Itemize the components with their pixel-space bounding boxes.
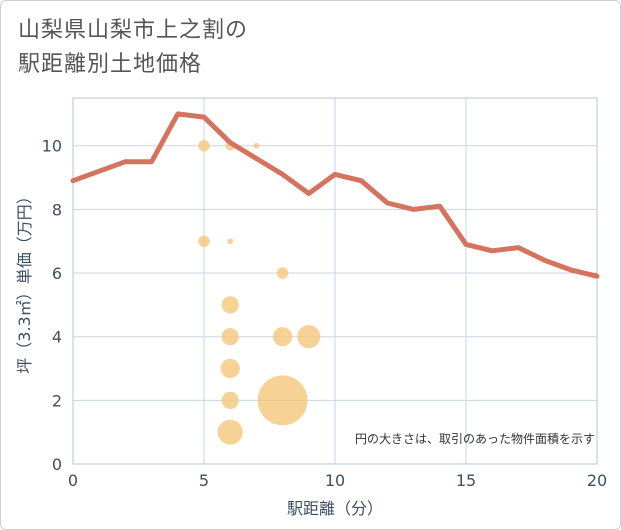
title-line-2: 駅距離別土地価格	[18, 52, 203, 77]
transaction-bubble	[217, 419, 243, 445]
y-tick-label: 2	[52, 391, 62, 410]
y-tick-label: 4	[52, 328, 62, 347]
x-axis-label: 駅距離（分）	[287, 499, 383, 518]
transaction-bubble	[257, 375, 308, 426]
transaction-bubble	[220, 358, 240, 379]
x-tick-label: 15	[456, 471, 476, 490]
x-tick-label: 0	[68, 471, 78, 490]
scatter-points	[198, 139, 321, 445]
y-tick-label: 6	[52, 264, 62, 283]
transaction-bubble	[198, 235, 210, 247]
average-price-line	[70, 111, 600, 279]
transaction-bubble	[273, 327, 293, 347]
chart-title: 山梨県山梨市上之割の 駅距離別土地価格	[18, 14, 248, 82]
x-tick-labels: 0 5 10 15 20	[68, 471, 607, 490]
y-tick-label: 8	[52, 200, 62, 219]
y-tick-label: 10	[42, 137, 62, 156]
y-axis-label: 坪（3.3㎡）単価（万円）	[15, 188, 34, 373]
grid-lines	[72, 97, 598, 465]
transaction-bubble	[253, 142, 260, 149]
transaction-bubble	[227, 238, 234, 245]
x-tick-label: 10	[325, 471, 345, 490]
size-legend-note: 円の大きさは、取引のあった物件面積を示す	[355, 431, 595, 446]
y-tick-labels: 0 2 4 6 8 10	[42, 137, 62, 474]
transaction-bubble	[297, 325, 321, 349]
title-line-1: 山梨県山梨市上之割の	[18, 18, 249, 43]
transaction-bubble	[221, 391, 239, 409]
transaction-bubble	[221, 328, 239, 346]
transaction-bubble	[198, 139, 210, 152]
transaction-bubble	[221, 296, 239, 314]
x-tick-label: 5	[199, 471, 209, 490]
y-tick-label: 0	[52, 455, 62, 474]
transaction-bubble	[276, 267, 289, 279]
plot-frame	[72, 97, 598, 465]
x-tick-label: 20	[587, 471, 607, 490]
